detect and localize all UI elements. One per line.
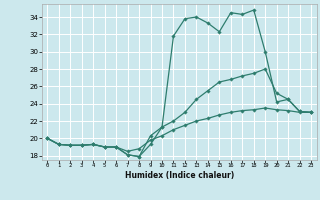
X-axis label: Humidex (Indice chaleur): Humidex (Indice chaleur) bbox=[124, 171, 234, 180]
